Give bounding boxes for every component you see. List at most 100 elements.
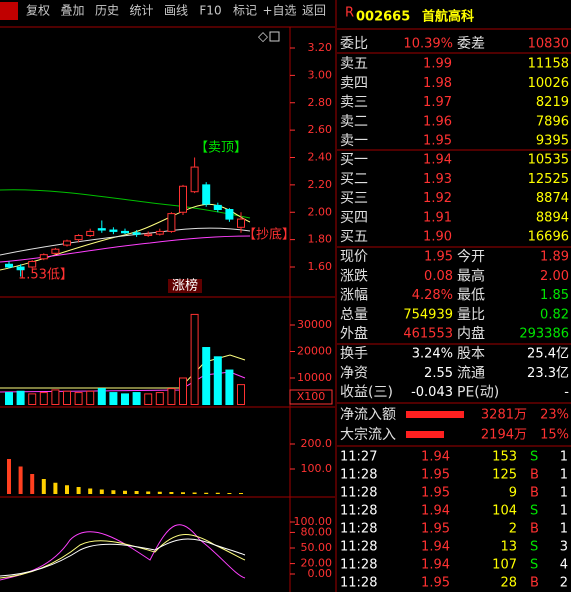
badge: 涨榜 xyxy=(172,278,198,294)
fin-value: 23.3亿 xyxy=(527,366,569,381)
toolbar-button[interactable]: 画线 xyxy=(164,4,188,18)
toolbar-button[interactable]: F10 xyxy=(199,4,221,18)
tick-price: 1.94 xyxy=(421,504,450,519)
flow-pct: 23% xyxy=(540,408,569,423)
stat-value: 0.08 xyxy=(424,269,453,284)
book-price: 1.98 xyxy=(423,76,452,91)
ma-line xyxy=(0,227,251,256)
candle-body xyxy=(144,233,153,237)
tick-count: 1 xyxy=(560,450,568,465)
stat-label: 量比 xyxy=(457,307,485,323)
candle-body xyxy=(109,229,118,232)
toolbar-button[interactable]: 历史 xyxy=(95,4,119,18)
tick-side: B xyxy=(530,522,539,537)
volume-bar xyxy=(109,392,118,406)
axis-label: 2.40 xyxy=(308,151,333,164)
tick-volume: 2 xyxy=(509,522,517,537)
stat-label: 内盘 xyxy=(457,325,485,342)
tick-count: 1 xyxy=(560,522,568,537)
book-price: 1.90 xyxy=(423,230,452,245)
fin-label: 股本 xyxy=(457,346,485,362)
axis-label: 30000 xyxy=(297,318,332,331)
fin-value: 3.24% xyxy=(412,347,453,362)
icon[interactable]: ◇ xyxy=(258,30,268,45)
stat-label: 涨跌 xyxy=(340,268,368,284)
axis-label: 1.80 xyxy=(308,233,333,246)
volume-bar xyxy=(202,347,211,405)
sell-top-label: 【卖顶】 xyxy=(195,141,247,156)
toolbar-button[interactable]: 返回 xyxy=(302,4,326,18)
fin-label: 净资 xyxy=(340,365,368,381)
volume-bar xyxy=(237,384,245,405)
tick-side: S xyxy=(530,450,538,465)
axis-label: 10000 xyxy=(297,371,332,384)
indicator-bar xyxy=(53,482,58,494)
toolbar-button[interactable]: 标记 xyxy=(233,4,257,18)
book-price: 1.95 xyxy=(423,134,452,149)
volume-bar xyxy=(28,393,37,405)
indicator-bar xyxy=(18,466,23,494)
candle-body xyxy=(190,166,199,193)
toolbar-button[interactable]: +自选 xyxy=(262,4,296,18)
tick-side: S xyxy=(530,540,538,555)
buy-bottom-label: 【抄底】 xyxy=(243,227,295,243)
book-volume: 16696 xyxy=(528,230,569,245)
fin-value: 25.4亿 xyxy=(527,347,569,362)
tick-volume: 107 xyxy=(492,558,517,573)
tick-price: 1.95 xyxy=(421,468,450,483)
menu-icon[interactable] xyxy=(0,2,18,20)
volume-bar xyxy=(190,313,199,405)
volume-bar xyxy=(63,390,71,405)
tick-volume: 125 xyxy=(492,468,517,483)
ma-line xyxy=(0,189,251,219)
candle-body xyxy=(155,230,164,235)
flow-amount: 3281万 xyxy=(481,408,527,423)
book-label: 卖一 xyxy=(340,133,368,149)
stat-label: 最高 xyxy=(457,267,485,284)
book-volume: 8219 xyxy=(536,95,569,110)
tick-count: 1 xyxy=(560,468,568,483)
tick-count: 3 xyxy=(560,540,568,555)
stat-label: 外盘 xyxy=(340,325,368,342)
fin-label: 收益(三) xyxy=(340,385,393,401)
candle-body xyxy=(16,266,25,271)
stat-label: 今开 xyxy=(457,249,485,265)
icon[interactable] xyxy=(269,31,280,42)
axis-label: 50.00 xyxy=(301,541,333,554)
flow-amount: 2194万 xyxy=(481,428,527,443)
label: 委差 xyxy=(457,36,485,52)
toolbar-button[interactable]: 统计 xyxy=(129,4,153,18)
book-label: 卖二 xyxy=(340,114,368,130)
stat-value: 754939 xyxy=(403,307,453,322)
tick-count: 1 xyxy=(560,486,568,501)
tick-time: 11:28 xyxy=(340,486,377,501)
low-label: 1.53低】 xyxy=(18,268,73,283)
volume-bar xyxy=(5,392,13,406)
candle-body xyxy=(202,184,211,205)
indicator-bar xyxy=(88,488,93,494)
candle-body xyxy=(132,232,141,235)
volume-bar xyxy=(51,389,60,405)
stat-value: 0.82 xyxy=(540,307,569,322)
tick-time: 11:28 xyxy=(340,504,377,519)
tick-price: 1.94 xyxy=(421,558,450,573)
stock-code: 002665 xyxy=(356,10,410,25)
stat-label: 涨幅 xyxy=(340,288,368,304)
book-price: 1.94 xyxy=(423,153,452,168)
value: 10830 xyxy=(528,37,569,52)
fin-value: 2.55 xyxy=(424,366,453,381)
indicator-bar xyxy=(239,493,243,494)
axis-label: 0.00 xyxy=(308,567,333,580)
toolbar-button[interactable]: 叠加 xyxy=(60,4,84,18)
book-volume: 10026 xyxy=(528,76,569,91)
book-price: 1.93 xyxy=(423,172,452,187)
kdj-line xyxy=(0,538,246,577)
volume-bar xyxy=(74,392,83,406)
axis-label: 2.80 xyxy=(308,96,333,109)
tick-side: B xyxy=(530,468,539,483)
toolbar-button[interactable]: 复权 xyxy=(26,4,50,18)
candle-body xyxy=(5,263,13,268)
stat-value: 1.85 xyxy=(540,288,569,303)
tick-time: 11:28 xyxy=(340,576,377,591)
